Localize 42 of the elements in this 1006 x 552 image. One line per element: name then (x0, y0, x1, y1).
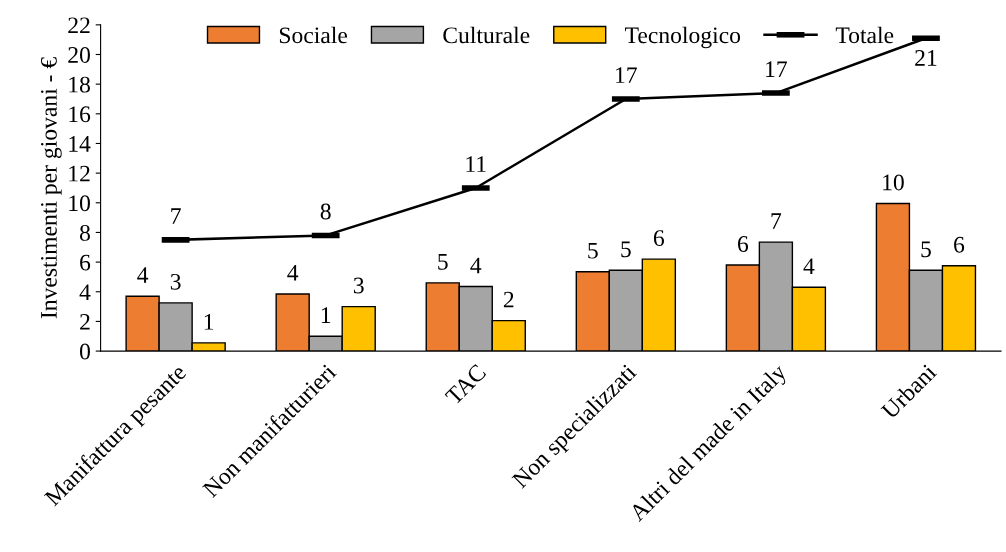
data-label: 17 (766, 61, 787, 77)
data-label: 7 (771, 213, 782, 229)
data-label: 5 (438, 254, 448, 270)
y-tick-label: 6 (80, 254, 91, 271)
data-label: 8 (320, 203, 331, 220)
legend-label: Tecnologico (625, 26, 741, 49)
data-label: 1 (321, 307, 331, 323)
data-label: 6 (737, 236, 749, 252)
data-label: 11 (466, 156, 486, 172)
data-label: 3 (353, 277, 364, 294)
legend-label: Sociale (279, 26, 348, 44)
data-label: 5 (921, 241, 931, 258)
data-label: 10 (883, 174, 904, 191)
data-label: 5 (588, 242, 598, 259)
y-tick-label: 2 (80, 313, 90, 330)
y-tick-label: 18 (69, 76, 90, 93)
data-label: 1 (204, 313, 214, 330)
legend-label: Culturale (443, 26, 530, 44)
data-label: 2 (503, 291, 514, 308)
data-label: 4 (287, 265, 299, 281)
data-label: 21 (915, 50, 937, 66)
data-label: 3 (170, 273, 181, 290)
data-label: 6 (653, 230, 665, 246)
data-label: 4 (137, 267, 149, 283)
legend-label: Totale (835, 26, 894, 44)
data-label: 7 (171, 208, 181, 224)
y-tick-label: 12 (69, 165, 90, 182)
data-label: 17 (616, 67, 637, 83)
data-label: 6 (954, 236, 965, 253)
y-tick-label: 0 (79, 343, 90, 360)
data-label: 4 (470, 257, 482, 274)
y-tick-label: 14 (69, 136, 91, 152)
y-tick-label: 10 (69, 195, 90, 212)
data-label: 5 (621, 241, 631, 258)
y-tick-label: 20 (68, 46, 90, 63)
y-tick-label: 22 (68, 17, 90, 34)
y-axis-title: Investimenti per giovani - € (40, 57, 62, 319)
x-tick-label: TAC (444, 363, 487, 406)
y-tick-label: 16 (69, 106, 91, 123)
y-tick-label: 8 (79, 224, 90, 241)
y-tick-label: 4 (79, 284, 91, 300)
data-label: 4 (803, 258, 815, 274)
